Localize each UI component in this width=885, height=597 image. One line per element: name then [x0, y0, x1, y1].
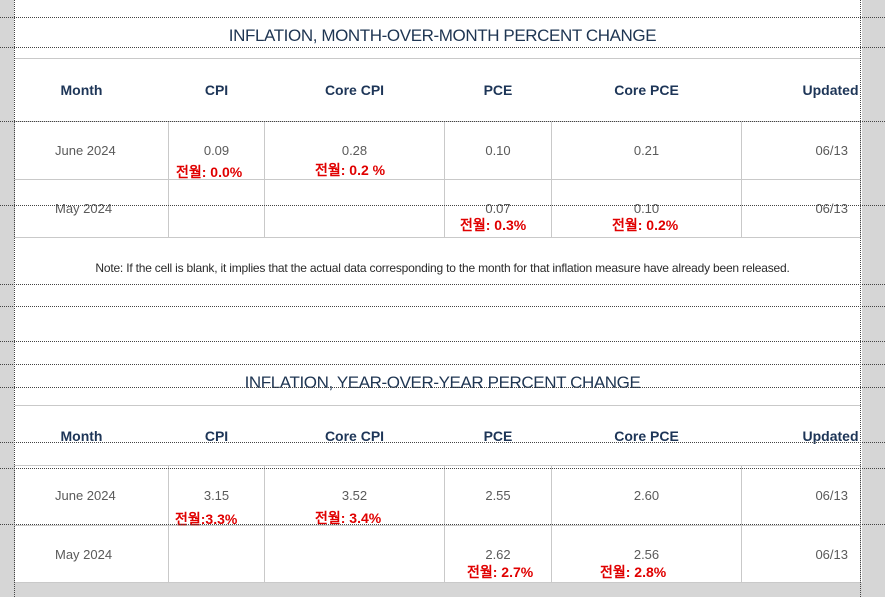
mom-header-core-cpi: Core CPI: [264, 58, 445, 122]
mom-june-core-cpi-annotation: 전월: 0.2 %: [315, 162, 386, 178]
guide-line: [0, 468, 885, 469]
yoy-table: Month CPI Core CPI PCE Core PCE Updated …: [14, 405, 861, 583]
yoy-header-updated: Updated: [741, 405, 861, 466]
yoy-header-pce: PCE: [444, 405, 552, 466]
mom-may-updated: 06/13: [741, 179, 861, 238]
mom-header-month: Month: [14, 58, 169, 122]
mom-may-core-cpi: [264, 179, 445, 238]
table-row: June 2024 0.09 0.28 0.10 0.21 06/13: [14, 121, 861, 180]
guide-line: [0, 341, 885, 342]
yoy-june-cpi-annotation: 전월:3.3%: [175, 511, 238, 527]
yoy-may-month: May 2024: [14, 525, 169, 583]
guide-line: [0, 47, 885, 48]
table-row: May 2024 2.62 2.56 06/13: [14, 525, 861, 583]
yoy-header-core-cpi: Core CPI: [264, 405, 445, 466]
mom-may-pce-annotation: 전월: 0.3%: [460, 217, 527, 233]
yoy-header-core-pce: Core PCE: [551, 405, 742, 466]
mom-header-cpi: CPI: [168, 58, 265, 122]
yoy-may-pce: 2.62: [444, 525, 552, 583]
guide-line: [0, 205, 885, 206]
mom-header-core-pce: Core PCE: [551, 58, 742, 122]
guide-line: [0, 121, 885, 122]
guide-line: [0, 284, 885, 285]
yoy-header-row: Month CPI Core CPI PCE Core PCE Updated: [14, 405, 861, 466]
yoy-may-updated: 06/13: [741, 525, 861, 583]
yoy-june-pce: 2.55: [444, 465, 552, 526]
mom-header-row: Month CPI Core CPI PCE Core PCE Updated: [14, 58, 861, 122]
yoy-may-core-pce: 2.56: [551, 525, 742, 583]
mom-june-core-cpi: 0.28: [264, 121, 445, 180]
left-gray-band: [0, 0, 14, 597]
mom-june-cpi: 0.09: [168, 121, 265, 180]
bottom-gray-band: [0, 582, 885, 597]
yoy-title: INFLATION, YEAR-OVER-YEAR PERCENT CHANGE: [244, 373, 641, 392]
yoy-may-core-pce-annotation: 전월: 2.8%: [600, 564, 667, 580]
guide-line: [0, 17, 885, 18]
blank-cell-note: Note: If the cell is blank, it implies t…: [95, 261, 790, 275]
mom-june-pce: 0.10: [444, 121, 552, 180]
yoy-june-core-pce: 2.60: [551, 465, 742, 526]
mom-header-updated: Updated: [741, 58, 861, 122]
yoy-may-pce-annotation: 전월: 2.7%: [467, 564, 534, 580]
mom-may-core-pce-annotation: 전월: 0.2%: [612, 217, 679, 233]
yoy-may-cpi: [168, 525, 265, 583]
guide-line: [0, 387, 885, 388]
guide-line: [0, 306, 885, 307]
yoy-header-month: Month: [14, 405, 169, 466]
mom-june-month: June 2024: [14, 121, 169, 180]
guide-line: [0, 442, 885, 443]
mom-june-cpi-annotation: 전월: 0.0%: [176, 164, 243, 180]
mom-may-cpi: [168, 179, 265, 238]
mom-june-core-pce: 0.21: [551, 121, 742, 180]
mom-table: Month CPI Core CPI PCE Core PCE Updated …: [14, 58, 861, 238]
yoy-header-cpi: CPI: [168, 405, 265, 466]
table-row: June 2024 3.15 3.52 2.55 2.60 06/13: [14, 465, 861, 526]
table-row: May 2024 0.07 0.10 06/13: [14, 179, 861, 238]
guide-line: [860, 0, 861, 597]
yoy-june-updated: 06/13: [741, 465, 861, 526]
mom-may-core-pce: 0.10: [551, 179, 742, 238]
mom-may-month: May 2024: [14, 179, 169, 238]
yoy-may-core-cpi: [264, 525, 445, 583]
right-gray-band: [862, 0, 885, 597]
guide-line: [0, 364, 885, 365]
mom-header-pce: PCE: [444, 58, 552, 122]
mom-title: INFLATION, MONTH-OVER-MONTH PERCENT CHAN…: [228, 26, 657, 45]
yoy-june-month: June 2024: [14, 465, 169, 526]
mom-june-updated: 06/13: [741, 121, 861, 180]
guide-line: [0, 524, 885, 525]
yoy-june-core-cpi-annotation: 전월: 3.4%: [315, 510, 382, 526]
guide-line: [14, 0, 15, 597]
